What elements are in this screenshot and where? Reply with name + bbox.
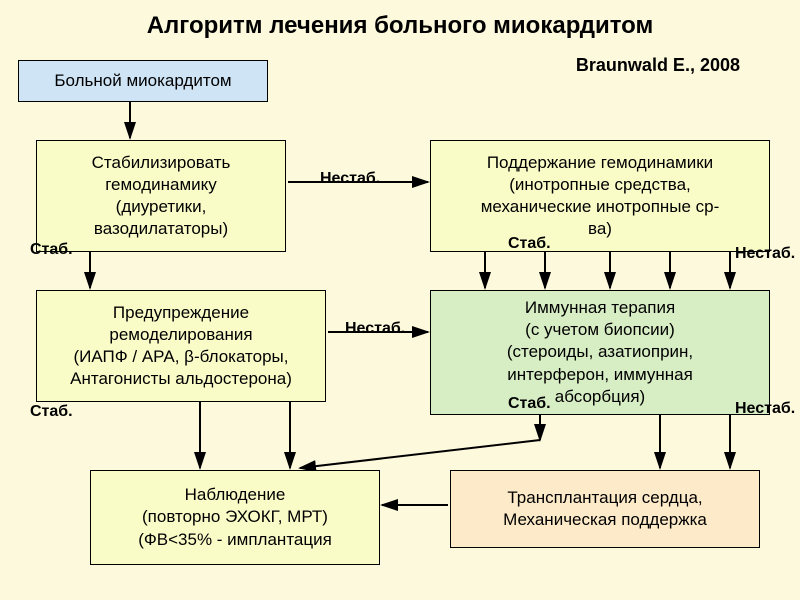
label-l4_nestab: Нестаб.: [735, 400, 795, 418]
label-l2_stab: Стаб.: [508, 235, 551, 253]
box-transplant: Трансплантация сердца,Механическая подде…: [450, 470, 760, 548]
box-prevent: Предупреждениеремоделирования(ИАПФ / АРА…: [36, 290, 326, 402]
box-support: Поддержание гемодинамики(инотропные сред…: [430, 140, 770, 252]
box-stabilize: Стабилизироватьгемодинамику(диуретики,ва…: [36, 140, 286, 252]
label-l1_nestab: Нестаб.: [320, 170, 380, 188]
label-l2_nestab: Нестаб.: [735, 245, 795, 263]
page-title: Алгоритм лечения больного миокардитом: [0, 12, 800, 40]
label-l3_nestab: Нестаб.: [345, 320, 405, 338]
label-l3_stab: Стаб.: [30, 403, 73, 421]
label-l1_stab: Стаб.: [30, 241, 73, 259]
label-l4_stab: Стаб.: [508, 395, 551, 413]
box-observe: Наблюдение(повторно ЭХОКГ, МРТ)(ФВ<35% -…: [90, 470, 380, 565]
box-start: Больной миокардитом: [18, 60, 268, 102]
citation: Braunwald E., 2008: [576, 55, 740, 76]
box-immune: Иммунная терапия(с учетом биопсии)(стеро…: [430, 290, 770, 415]
